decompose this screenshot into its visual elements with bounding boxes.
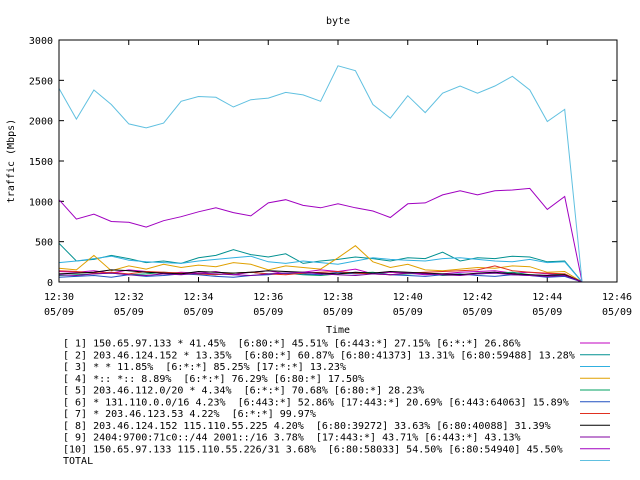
x-tick-date: 05/09 xyxy=(602,307,632,318)
x-tick-time: 12:42 xyxy=(462,292,492,303)
x-tick-time: 12:46 xyxy=(602,292,632,303)
x-tick-time: 12:44 xyxy=(532,292,562,303)
x-tick-date: 05/09 xyxy=(393,307,423,318)
legend-label: [ 8] 203.46.124.152 115.110.55.225 4.20%… xyxy=(63,421,551,432)
series-line-4 xyxy=(58,245,583,283)
series-line-11 xyxy=(58,65,583,283)
series-line-3 xyxy=(58,255,583,283)
chart-title: byte xyxy=(326,16,350,27)
plot-frame xyxy=(58,39,618,283)
legend-label: [ 3] * * 11.85% [6:*:*] 85.25% [17:*:*] … xyxy=(63,362,346,373)
x-tick-time: 12:30 xyxy=(44,292,74,303)
series-line-7 xyxy=(58,265,583,283)
legend-label: [ 1] 150.65.97.133 * 41.45% [6:80:*] 45.… xyxy=(63,339,521,350)
series-line-10 xyxy=(58,187,583,283)
x-tick-date: 05/09 xyxy=(462,307,492,318)
series-line-8 xyxy=(58,269,583,283)
legend-label: [ 9] 2404:9700:71c0::/44 2001::/16 3.78%… xyxy=(63,433,521,444)
legend-label: [10] 150.65.97.133 115.110.55.226/31 3.6… xyxy=(63,444,563,455)
x-tick-date: 05/09 xyxy=(532,307,562,318)
y-tick-label: 3000 xyxy=(29,36,53,47)
legend-label: [ 6] * 131.110.0.0/16 4.23% [6:443:*] 52… xyxy=(63,397,569,408)
legend-label: [ 4] *:: *:: 8.89% [6:*:*] 76.29% [6:80:… xyxy=(63,374,364,385)
y-tick-label: 0 xyxy=(47,278,53,289)
y-tick-label: 1000 xyxy=(29,197,53,208)
x-tick-time: 12:40 xyxy=(393,292,423,303)
y-tick-label: 2500 xyxy=(29,76,53,87)
x-tick-date: 05/09 xyxy=(44,307,74,318)
y-tick-label: 500 xyxy=(35,238,53,249)
legend: [ 1] 150.65.97.133 * 41.45% [6:80:*] 45.… xyxy=(63,339,610,467)
x-axis-label: Time xyxy=(326,325,350,336)
series-line-9 xyxy=(58,271,583,283)
y-axis-label: traffic (Mbps) xyxy=(6,119,17,203)
series-lines xyxy=(58,65,583,283)
legend-label: TOTAL xyxy=(63,456,93,467)
x-tick-date: 05/09 xyxy=(253,307,283,318)
x-axis-ticks: 12:30 05/09 12:32 05/09 12:34 05/09 12:36 05/09… xyxy=(44,40,632,318)
legend-label: [ 7] * 203.46.123.53 4.22% [6:*:*] 99.97… xyxy=(63,409,316,420)
x-tick-time: 12:32 xyxy=(114,292,144,303)
series-line-6 xyxy=(58,271,583,283)
x-tick-time: 12:34 xyxy=(183,292,213,303)
x-tick-date: 05/09 xyxy=(323,307,353,318)
x-tick-date: 05/09 xyxy=(114,307,144,318)
y-axis-ticks: 0 500 1000 1500 2000 2500 3000 xyxy=(29,36,617,289)
x-tick-time: 12:38 xyxy=(323,292,353,303)
y-tick-label: 1500 xyxy=(29,157,53,168)
series-line-2 xyxy=(58,242,583,283)
y-tick-label: 2000 xyxy=(29,117,53,128)
x-tick-date: 05/09 xyxy=(183,307,213,318)
legend-label: [ 2] 203.46.124.152 * 13.35% [6:80:*] 60… xyxy=(63,350,575,361)
x-tick-time: 12:36 xyxy=(253,292,283,303)
legend-label: [ 5] 203.46.112.0/20 * 4.34% [6:*:*] 70.… xyxy=(63,386,424,397)
